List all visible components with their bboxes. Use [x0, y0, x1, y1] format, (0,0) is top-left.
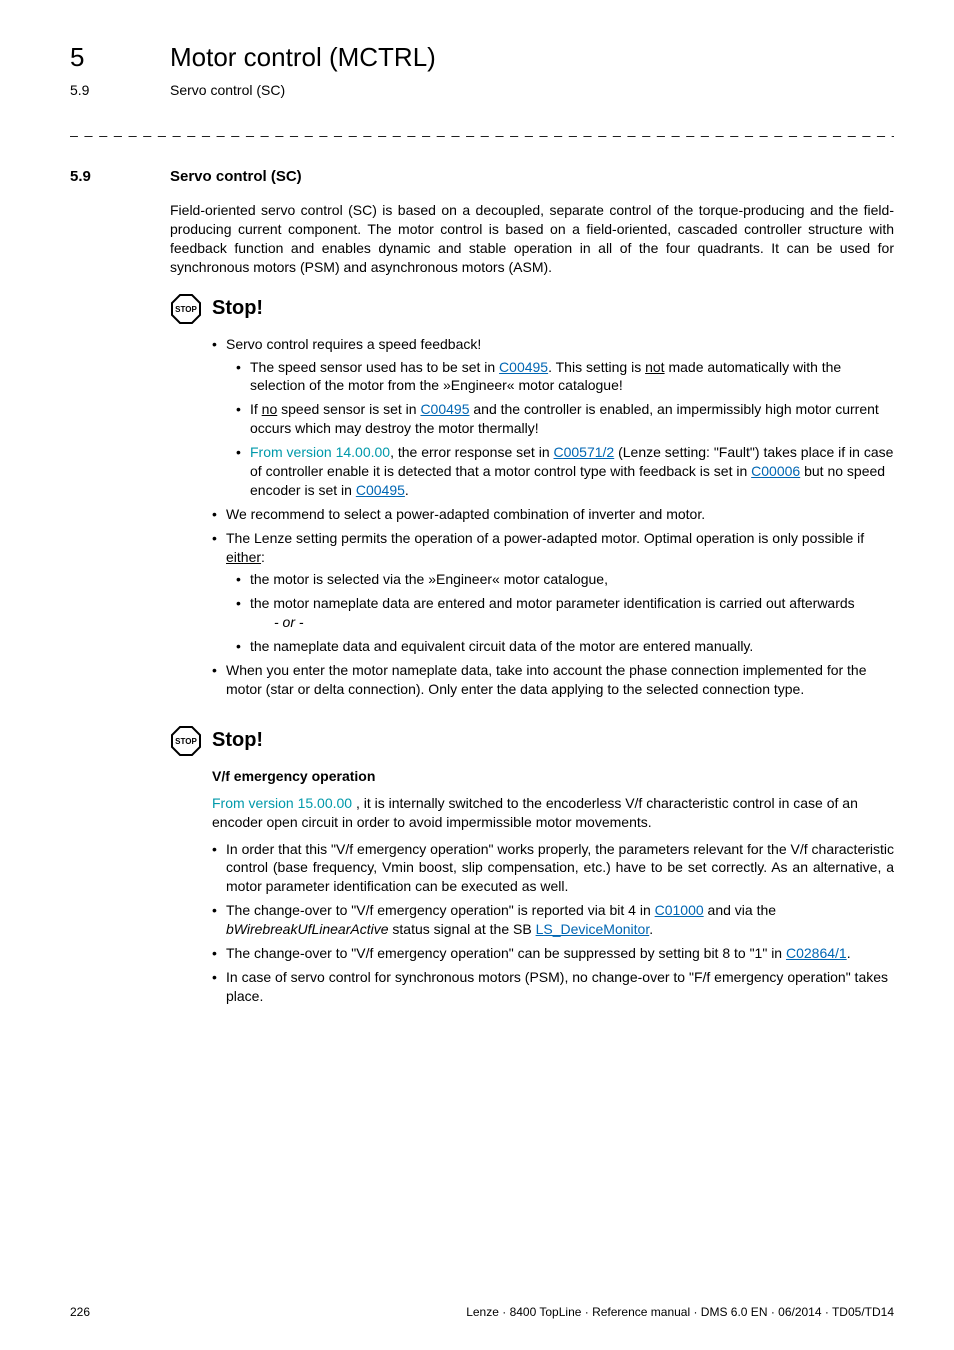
text: .: [649, 921, 653, 937]
link-c02864-1[interactable]: C02864/1: [786, 945, 847, 961]
text-italic: bWirebreakUfLinearActive: [226, 921, 389, 937]
list-item: From version 14.00.00, the error respons…: [236, 443, 894, 500]
text: and via the: [704, 902, 776, 918]
link-c00495[interactable]: C00495: [420, 401, 469, 417]
stop-icon: STOP: [170, 293, 202, 325]
svg-text:STOP: STOP: [175, 305, 197, 314]
list-item: The Lenze setting permits the operation …: [212, 529, 894, 656]
section-number: 5.9: [70, 167, 170, 187]
list-item: In order that this "V/f emergency operat…: [212, 840, 894, 897]
divider: _ _ _ _ _ _ _ _ _ _ _ _ _ _ _ _ _ _ _ _ …: [70, 120, 894, 139]
link-c01000[interactable]: C01000: [655, 902, 704, 918]
footer: 226 Lenze · 8400 TopLine · Reference man…: [70, 1304, 894, 1320]
page-number: 226: [70, 1304, 90, 1320]
section-heading: 5.9 Servo control (SC): [70, 167, 894, 187]
text-underline: not: [645, 359, 664, 375]
text: The Lenze setting permits the operation …: [226, 530, 864, 546]
text-or: - or -: [274, 613, 894, 632]
text: the motor nameplate data are entered and…: [250, 595, 855, 611]
list-item: The change-over to "V/f emergency operat…: [212, 901, 894, 939]
list-item: the motor nameplate data are entered and…: [236, 594, 894, 632]
svg-text:STOP: STOP: [175, 737, 197, 746]
list-item: Servo control requires a speed feedback!…: [212, 335, 894, 500]
chapter-number: 5: [70, 40, 170, 75]
text: The speed sensor used has to be set in: [250, 359, 499, 375]
text: The change-over to "V/f emergency operat…: [226, 902, 655, 918]
paragraph: From version 15.00.00 , it is internally…: [212, 794, 894, 832]
stop-subtitle: V/f emergency operation: [212, 767, 894, 786]
subchapter-title: Servo control (SC): [170, 81, 285, 100]
list-item: the motor is selected via the »Engineer«…: [236, 570, 894, 589]
text: . This setting is: [548, 359, 645, 375]
text: If: [250, 401, 262, 417]
list-item: When you enter the motor nameplate data,…: [212, 661, 894, 699]
stop-title: Stop!: [212, 727, 263, 754]
subchapter-header: 5.9 Servo control (SC): [70, 81, 894, 100]
stop-title: Stop!: [212, 295, 263, 322]
text-version: From version 14.00.00: [250, 444, 390, 460]
link-c00006[interactable]: C00006: [751, 463, 800, 479]
link-c00495[interactable]: C00495: [356, 482, 405, 498]
list-item: If no speed sensor is set in C00495 and …: [236, 400, 894, 438]
list-item: In case of servo control for synchronous…: [212, 968, 894, 1006]
text: The change-over to "V/f emergency operat…: [226, 945, 786, 961]
stop-block-1: STOP Stop! Servo control requires a spee…: [170, 293, 894, 699]
footer-right: Lenze · 8400 TopLine · Reference manual …: [466, 1304, 894, 1320]
list-item: The speed sensor used has to be set in C…: [236, 358, 894, 396]
text: status signal at the SB: [389, 921, 536, 937]
chapter-header: 5 Motor control (MCTRL): [70, 40, 894, 75]
text-underline: no: [262, 401, 278, 417]
text-version: From version 15.00.00: [212, 795, 356, 811]
stop-block-2: STOP Stop! V/f emergency operation From …: [170, 725, 894, 1006]
chapter-title: Motor control (MCTRL): [170, 40, 436, 75]
text: Servo control requires a speed feedback!: [226, 336, 481, 352]
intro-paragraph: Field-oriented servo control (SC) is bas…: [170, 201, 894, 277]
text: .: [847, 945, 851, 961]
link-ls-devicemonitor[interactable]: LS_DeviceMonitor: [536, 921, 650, 937]
link-c00571-2[interactable]: C00571/2: [554, 444, 615, 460]
text-underline: either: [226, 549, 261, 565]
list-item: The change-over to "V/f emergency operat…: [212, 944, 894, 963]
list-item: the nameplate data and equivalent circui…: [236, 637, 894, 656]
section-title: Servo control (SC): [170, 167, 302, 187]
text: :: [261, 549, 265, 565]
subchapter-number: 5.9: [70, 81, 170, 100]
text: , the error response set in: [390, 444, 553, 460]
text: speed sensor is set in: [277, 401, 420, 417]
stop-icon: STOP: [170, 725, 202, 757]
link-c00495[interactable]: C00495: [499, 359, 548, 375]
list-item: We recommend to select a power-adapted c…: [212, 505, 894, 524]
text: .: [405, 482, 409, 498]
